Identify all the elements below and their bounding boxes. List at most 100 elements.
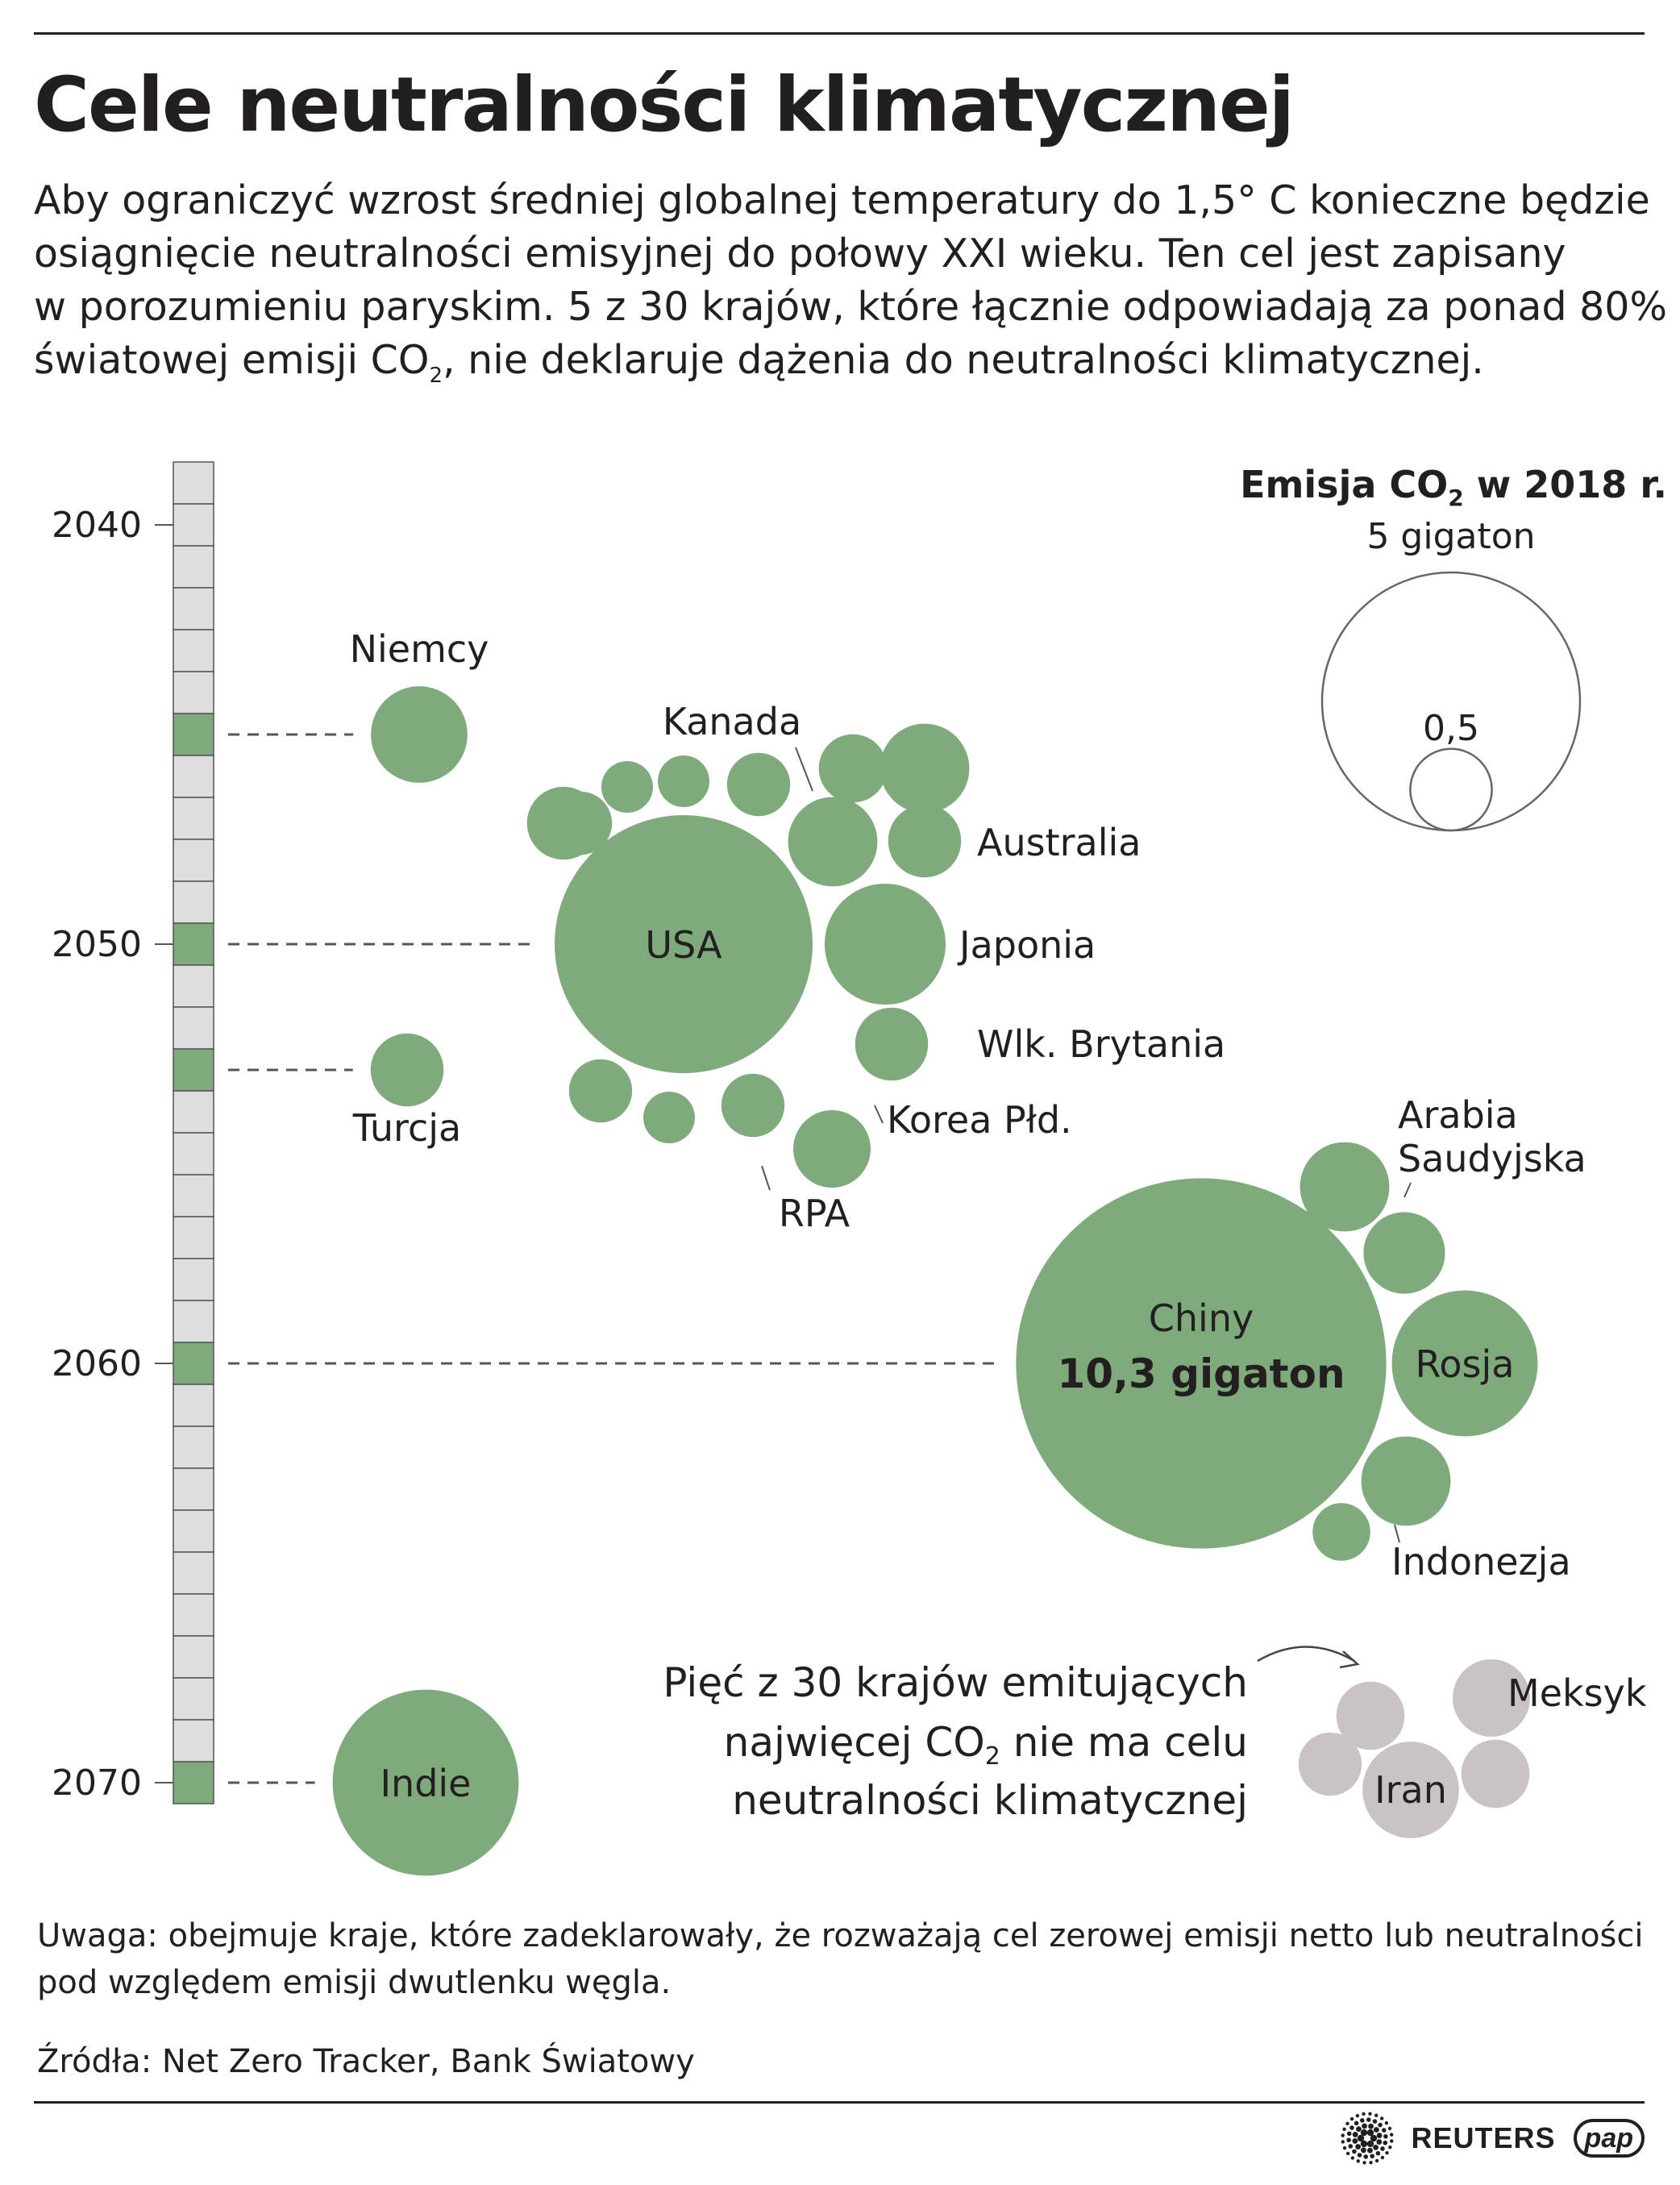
no-target-label: neutralności klimatycznej xyxy=(732,1777,1248,1824)
intro-line: w porozumieniu paryskim. 5 z 30 krajów, … xyxy=(34,284,1668,330)
timeline-cell xyxy=(173,1090,214,1134)
no-target-bubble xyxy=(1336,1681,1405,1750)
country-bubble xyxy=(1361,1436,1451,1526)
logo-dot xyxy=(1346,2131,1352,2137)
no-target-label: Pięć z 30 krajów emitujących xyxy=(663,1659,1248,1706)
logo-dot xyxy=(1341,2127,1346,2131)
intro-subscript: 2 xyxy=(429,363,443,388)
country-label: Arabia xyxy=(1398,1093,1518,1137)
logo-dot xyxy=(1381,2128,1387,2133)
logo-dot xyxy=(1347,2144,1353,2149)
label-pointer xyxy=(761,1165,771,1191)
logo-dot xyxy=(1367,2123,1374,2129)
timeline-cell xyxy=(173,1425,214,1469)
country-label: Niemcy xyxy=(350,627,489,671)
logo-dot xyxy=(1377,2122,1383,2128)
country-label: Indie xyxy=(380,1762,471,1805)
logo-dot xyxy=(1354,2120,1358,2126)
logo-dot xyxy=(1382,2140,1387,2145)
logo-dot xyxy=(1349,2125,1354,2130)
country-bubble xyxy=(788,797,878,887)
timeline-tick-label: 2050 xyxy=(52,924,142,965)
country-bubble xyxy=(371,686,468,783)
country-label: Turcja xyxy=(352,1106,461,1150)
no-target-bubble xyxy=(1362,1742,1459,1838)
country-bubble xyxy=(793,1110,871,1188)
logo-dot xyxy=(1345,2137,1351,2143)
timeline-tick-label: 2040 xyxy=(52,505,142,546)
logo-dot xyxy=(1359,2118,1365,2123)
logo-dot xyxy=(1352,2138,1358,2144)
country-bubble xyxy=(601,761,653,813)
logo-dot xyxy=(1379,2146,1385,2151)
logo-dot xyxy=(1355,2126,1362,2133)
intro-line: Aby ograniczyć wzrost średniej globalnej… xyxy=(34,177,1650,223)
logo-dot xyxy=(1376,2133,1383,2138)
logo-dot xyxy=(1356,2159,1360,2163)
timeline-cell xyxy=(173,1384,214,1427)
legend-circle-large xyxy=(1320,571,1582,832)
logo-dot xyxy=(1360,2147,1366,2154)
country-label: Kanada xyxy=(663,700,801,743)
country-bubble xyxy=(526,786,601,860)
top-rule xyxy=(34,32,1645,35)
logo-dot xyxy=(1354,2144,1361,2150)
no-target-bubble xyxy=(1453,1659,1530,1737)
timeline-cell xyxy=(173,1761,214,1804)
country-label: Chiny xyxy=(1149,1296,1254,1340)
legend-label-small: 0,5 xyxy=(1423,708,1479,749)
country-bubble xyxy=(1300,1142,1390,1232)
logo-dot xyxy=(1341,2140,1345,2144)
legend-title: Emisja CO2 w 2018 r. xyxy=(1240,463,1667,511)
note: Uwaga: obejmuje kraje, które zadeklarowa… xyxy=(37,1912,1644,2006)
timeline-cell xyxy=(173,503,214,547)
logo-dot xyxy=(1351,2149,1357,2154)
country-label: Iran xyxy=(1374,1768,1447,1812)
logo-dot xyxy=(1342,2145,1346,2150)
timeline-cell xyxy=(173,461,214,505)
logo-dot xyxy=(1387,2145,1392,2150)
country-bubble xyxy=(1312,1503,1370,1561)
label-pointer xyxy=(795,747,813,792)
country-label: USA xyxy=(645,923,722,967)
no-target-bubble xyxy=(1461,1739,1530,1808)
timeline-cell xyxy=(173,1593,214,1637)
logo-dot xyxy=(1372,2144,1379,2150)
logo-dot xyxy=(1361,2112,1366,2116)
logo-dot xyxy=(1345,2121,1349,2126)
timeline-cell xyxy=(173,629,214,672)
timeline-cell xyxy=(173,1174,214,1217)
logo-dot xyxy=(1375,2139,1382,2145)
timeline-cell xyxy=(173,1300,214,1343)
legend-label-large: 5 gigaton xyxy=(1366,516,1535,557)
timeline-cell xyxy=(173,1342,214,1385)
country-label: Australia xyxy=(977,821,1141,864)
timeline-cell xyxy=(173,1006,214,1050)
no-target-label: najwięcej CO2 nie ma celu xyxy=(724,1719,1248,1771)
timeline-cell xyxy=(173,797,214,840)
timeline-cell xyxy=(173,1258,214,1301)
bottom-rule xyxy=(34,2101,1645,2104)
timeline-cell xyxy=(173,922,214,966)
country-label: Rosja xyxy=(1416,1342,1515,1386)
intro-text: Aby ograniczyć wzrost średniej globalnej… xyxy=(34,174,1668,402)
logo-dot xyxy=(1387,2126,1391,2131)
logo-dot xyxy=(1362,2154,1368,2159)
no-target-bubble xyxy=(1298,1732,1362,1796)
logo-dot xyxy=(1357,2153,1362,2158)
legend-circle-small xyxy=(1409,747,1493,832)
note-line: Uwaga: obejmuje kraje, które zadeklarowa… xyxy=(37,1917,1644,1954)
label-pointer xyxy=(1394,1524,1400,1543)
logo-dot xyxy=(1379,2116,1383,2120)
logo-dot xyxy=(1370,2134,1377,2142)
logo-dot xyxy=(1380,2155,1384,2160)
timeline-cell xyxy=(173,880,214,924)
logo-dot xyxy=(1366,2140,1374,2148)
intro-line: osiągnięcie neutralności emisyjnej do po… xyxy=(34,231,1566,277)
timeline-cell xyxy=(173,839,214,882)
logo-dot xyxy=(1375,2150,1380,2156)
timeline-cell xyxy=(173,1635,214,1679)
logo-dot xyxy=(1366,2147,1373,2154)
country-bubble xyxy=(721,1073,785,1138)
logo-dot xyxy=(1361,2123,1367,2129)
